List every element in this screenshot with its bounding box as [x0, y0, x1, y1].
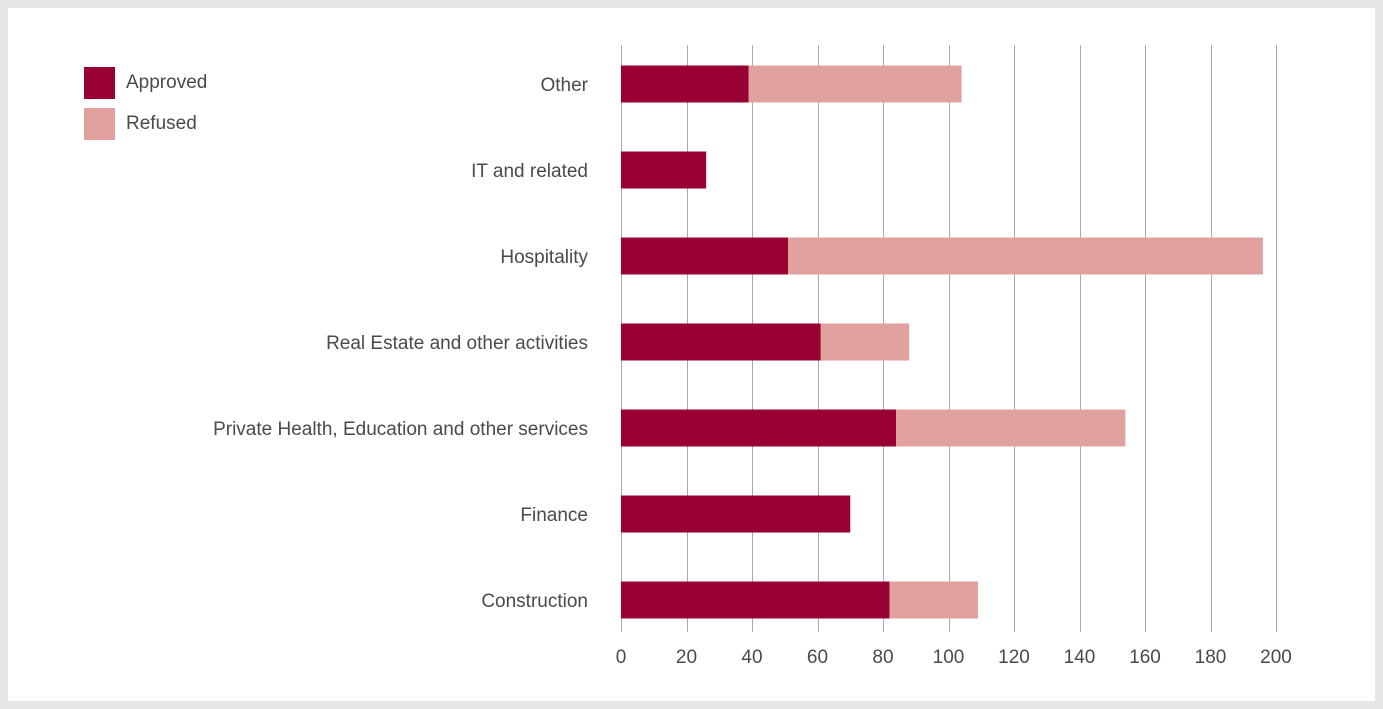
x-tick-label: 40	[741, 647, 762, 668]
x-tick-label: 140	[1064, 647, 1096, 668]
category-label: Real Estate and other activities	[326, 333, 588, 354]
legend-item-refused: Refused	[84, 108, 207, 140]
bar-approved	[621, 65, 749, 103]
bar-approved	[621, 409, 897, 447]
legend-item-approved: Approved	[84, 67, 207, 99]
x-tick-label: 160	[1129, 647, 1161, 668]
x-tick-label: 60	[807, 647, 828, 668]
bar-approved	[621, 323, 821, 361]
bar-approved	[621, 237, 789, 275]
category-label: Other	[540, 75, 588, 96]
legend-swatch-approved	[84, 67, 115, 99]
bar-approved	[621, 581, 890, 619]
bar-refused	[896, 409, 1126, 447]
bar-refused	[748, 65, 962, 103]
category-label: Private Health, Education and other serv…	[213, 419, 588, 440]
bar-refused	[788, 237, 1263, 275]
x-tick-label: 120	[998, 647, 1030, 668]
category-label: Finance	[520, 505, 588, 526]
legend-label-refused: Refused	[126, 113, 197, 134]
bar-refused	[820, 323, 910, 361]
x-tick-label: 20	[676, 647, 697, 668]
x-tick-label: 80	[872, 647, 893, 668]
category-label: Hospitality	[500, 247, 588, 268]
chart-legend: Approved Refused	[84, 67, 207, 149]
x-tick-label: 180	[1195, 647, 1227, 668]
x-tick-label: 100	[933, 647, 965, 668]
category-label: IT and related	[471, 161, 588, 182]
bar-refused	[889, 581, 978, 619]
bar-approved	[621, 151, 707, 189]
x-tick-label: 0	[616, 647, 627, 668]
bar-approved	[621, 495, 851, 533]
x-tick-label: 200	[1260, 647, 1292, 668]
legend-label-approved: Approved	[126, 72, 208, 93]
category-label: Construction	[481, 591, 588, 612]
legend-swatch-refused	[84, 108, 115, 140]
